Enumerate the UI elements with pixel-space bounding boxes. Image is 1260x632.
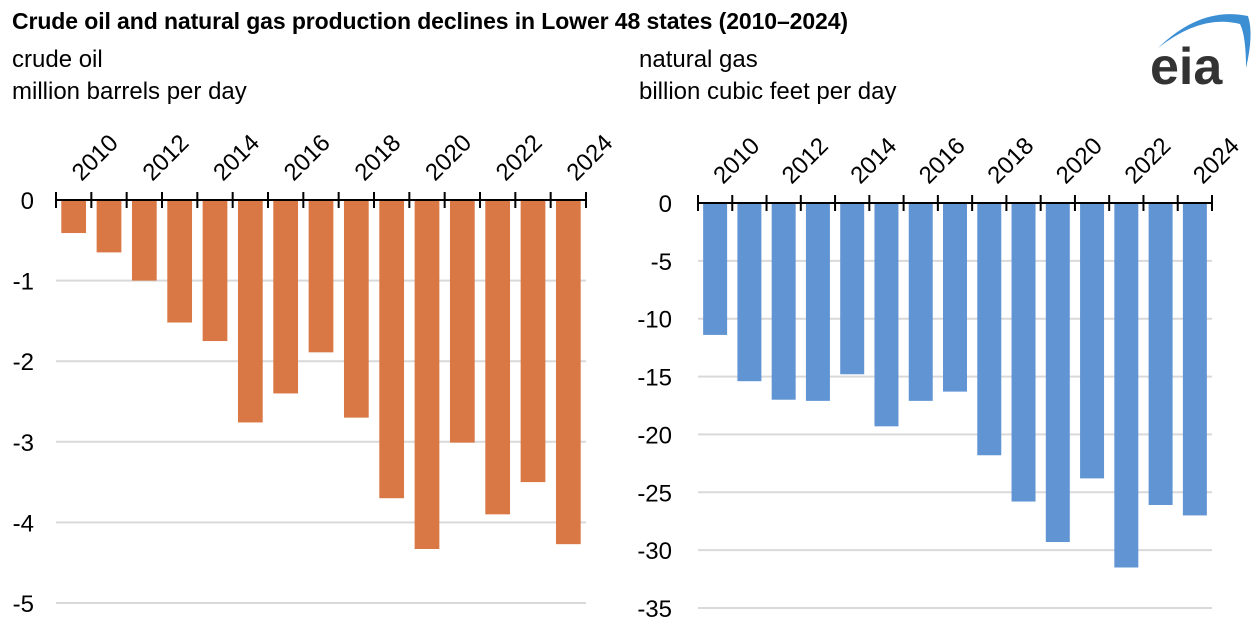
bar-2015	[874, 203, 899, 427]
y-tick-label: 0	[659, 191, 672, 218]
bar-2015	[237, 200, 263, 423]
bar-2012	[771, 203, 796, 400]
y-tick-label: 0	[21, 188, 34, 215]
bar-2010	[703, 203, 728, 335]
bar-2011	[96, 200, 122, 253]
bar-2024	[555, 200, 581, 545]
bar-2014	[202, 200, 228, 342]
crude-oil-unit-label: million barrels per day	[12, 78, 247, 105]
x-tick-label: 2020	[1051, 132, 1108, 189]
bar-2014	[840, 203, 865, 375]
bar-2023	[520, 200, 546, 483]
y-tick-label: -3	[13, 430, 34, 457]
bar-2024	[1182, 203, 1207, 516]
bar-2019	[379, 200, 405, 499]
bar-2010	[61, 200, 87, 234]
y-tick-label: -1	[13, 269, 34, 296]
eia-logo: eia	[1150, 14, 1251, 90]
bar-2022	[485, 200, 511, 515]
crude-oil-subtitle: crude oil million barrels per day	[12, 44, 247, 108]
x-tick-label: 2022	[1119, 132, 1176, 189]
x-tick-label: 2016	[914, 132, 971, 189]
y-tick-label: -2	[13, 349, 34, 376]
bar-2016	[908, 203, 933, 401]
bar-2013	[167, 200, 193, 323]
y-tick-label: -35	[637, 596, 672, 623]
bar-2020	[414, 200, 440, 549]
natural-gas-subtitle: natural gas billion cubic feet per day	[639, 44, 896, 108]
bar-2012	[131, 200, 157, 281]
bar-2018	[343, 200, 369, 418]
bar-2013	[805, 203, 830, 401]
bar-2023	[1148, 203, 1173, 506]
bar-2017	[943, 203, 967, 392]
x-tick-label: 2014	[845, 132, 902, 189]
bar-2021	[1080, 203, 1105, 479]
bar-2020	[1045, 203, 1070, 543]
y-tick-label: -10	[637, 307, 672, 334]
natural-gas-series-title: natural gas	[639, 46, 758, 73]
x-tick-label: 2018	[982, 132, 1039, 189]
crude-oil-series-title: crude oil	[12, 46, 103, 73]
bar-2017	[308, 200, 334, 353]
chart-title: Crude oil and natural gas production dec…	[12, 8, 848, 34]
x-tick-label: 2010	[708, 132, 765, 189]
y-tick-label: -4	[13, 510, 34, 537]
bar-2021	[449, 200, 475, 443]
x-tick-label: 2024	[1188, 132, 1245, 189]
x-tick-label: 2012	[777, 132, 834, 189]
bar-2019	[1011, 203, 1036, 502]
bar-2016	[273, 200, 299, 394]
y-tick-label: -25	[637, 480, 672, 507]
bar-2018	[977, 203, 1002, 456]
natural-gas-unit-label: billion cubic feet per day	[639, 78, 897, 105]
bar-2022	[1114, 203, 1139, 568]
eia-logo-arc-icon	[1158, 14, 1251, 68]
eia-logo-text: eia	[1150, 38, 1223, 90]
y-tick-label: -5	[651, 249, 672, 276]
bar-2011	[737, 203, 762, 382]
y-tick-label: -30	[637, 538, 672, 565]
y-tick-label: -15	[637, 365, 672, 392]
y-tick-label: -5	[13, 591, 34, 618]
y-tick-label: -20	[637, 422, 672, 449]
